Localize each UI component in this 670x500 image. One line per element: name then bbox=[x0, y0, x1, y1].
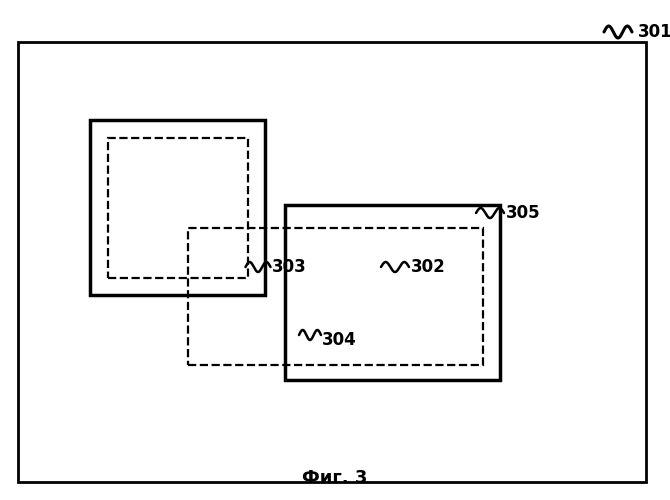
Text: 305: 305 bbox=[506, 204, 541, 222]
Text: 302: 302 bbox=[411, 258, 446, 276]
Bar bbox=[90, 120, 265, 295]
Bar bbox=[18, 42, 646, 482]
Bar bbox=[188, 228, 483, 365]
Bar bbox=[108, 138, 248, 278]
Text: Фиг. 3: Фиг. 3 bbox=[302, 469, 368, 487]
Text: 303: 303 bbox=[272, 258, 307, 276]
Bar bbox=[285, 205, 500, 380]
Text: 304: 304 bbox=[322, 331, 356, 349]
Text: 301: 301 bbox=[638, 23, 670, 41]
